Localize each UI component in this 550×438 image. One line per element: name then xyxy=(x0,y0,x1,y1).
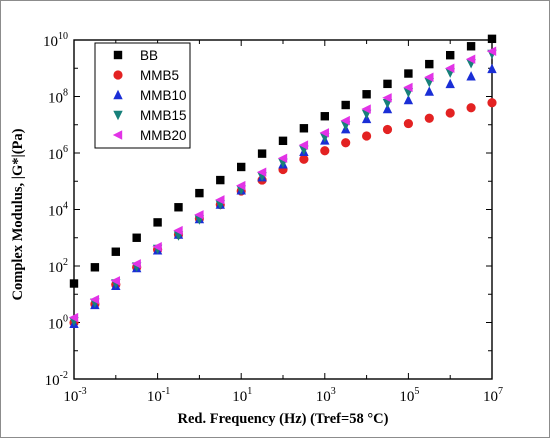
y-tick-label: 100 xyxy=(48,314,68,333)
data-point xyxy=(362,90,371,99)
data-point xyxy=(382,103,393,114)
legend-marker xyxy=(113,50,123,60)
data-point xyxy=(278,136,288,146)
legend-item: MMB10 xyxy=(113,88,187,103)
y-tick-label: 104 xyxy=(48,201,68,220)
data-point xyxy=(424,86,434,96)
data-point xyxy=(320,146,330,156)
x-tick-label: 10-3 xyxy=(63,386,86,405)
legend-item: MMB15 xyxy=(113,108,187,123)
data-point xyxy=(403,82,413,93)
data-point xyxy=(382,93,392,103)
x-tick-label: 107 xyxy=(483,386,503,405)
y-tick-label: 10-2 xyxy=(45,370,68,389)
data-point xyxy=(299,124,309,133)
legend-item: MMB5 xyxy=(113,68,179,83)
series-mmb20 xyxy=(68,46,497,323)
data-point xyxy=(466,42,476,51)
legend-marker xyxy=(112,130,123,140)
legend-box xyxy=(94,42,191,149)
data-point xyxy=(340,115,350,126)
data-point xyxy=(403,118,413,129)
data-markers xyxy=(68,34,497,328)
data-point xyxy=(215,195,225,205)
legend-label: MMB5 xyxy=(140,68,179,83)
data-point xyxy=(90,263,100,272)
data-point xyxy=(446,50,455,60)
data-point xyxy=(487,34,497,44)
y-tick-label: 108 xyxy=(48,88,68,107)
data-point xyxy=(466,103,476,113)
legend-entries: BB MMB5 MMB10 MMB15 MMB20 xyxy=(112,48,187,143)
data-point xyxy=(69,279,79,288)
x-tick-label: 101 xyxy=(232,386,252,405)
data-point xyxy=(194,210,204,220)
data-point xyxy=(257,149,267,158)
data-point xyxy=(383,79,392,89)
legend-item: MMB20 xyxy=(112,128,187,143)
series-bb xyxy=(69,34,497,288)
y-tick-label: 102 xyxy=(48,257,68,276)
data-point xyxy=(445,78,455,89)
data-point xyxy=(153,218,162,227)
data-point xyxy=(361,104,371,114)
data-point xyxy=(68,312,79,323)
legend-marker xyxy=(113,110,123,121)
x-tick-label: 10-1 xyxy=(147,386,170,405)
data-point xyxy=(319,128,329,138)
data-point xyxy=(174,203,183,212)
data-point xyxy=(237,162,246,172)
data-point xyxy=(445,108,455,118)
data-point xyxy=(486,46,497,56)
legend-marker xyxy=(113,89,123,100)
data-point xyxy=(487,63,497,74)
data-point xyxy=(382,124,393,135)
data-point xyxy=(465,54,476,64)
data-point xyxy=(131,259,141,269)
data-point xyxy=(110,276,120,286)
data-point xyxy=(425,59,434,69)
data-point xyxy=(277,153,288,163)
data-point xyxy=(89,294,100,305)
data-point xyxy=(404,69,413,78)
data-point xyxy=(256,167,267,177)
data-point xyxy=(487,98,497,108)
data-point xyxy=(424,72,434,82)
y-tick-label: 1010 xyxy=(43,31,68,50)
data-point xyxy=(298,140,309,150)
legend-label: MMB15 xyxy=(140,108,187,123)
x-tick-label: 105 xyxy=(399,386,419,405)
data-point xyxy=(320,112,329,121)
legend-label: MMB10 xyxy=(140,88,187,103)
legend-item: BB xyxy=(113,48,158,63)
data-point xyxy=(152,242,162,252)
data-point xyxy=(424,113,434,123)
data-point xyxy=(362,131,372,141)
legend-label: BB xyxy=(140,48,158,63)
data-point xyxy=(216,175,225,185)
data-point xyxy=(132,233,141,242)
legend: BB MMB5 MMB10 MMB15 MMB20 xyxy=(94,42,191,149)
y-axis-title: Complex Modulus, |G*|(Pa) xyxy=(10,128,26,300)
data-point xyxy=(341,138,351,148)
data-point xyxy=(299,154,309,164)
data-point xyxy=(445,63,455,73)
data-point xyxy=(173,225,183,236)
data-point xyxy=(466,71,476,81)
y-tick-label: 106 xyxy=(48,144,68,163)
legend-label: MMB20 xyxy=(140,128,187,143)
x-axis-title: Red. Frequency (Hz) (Tref=58 °C) xyxy=(178,411,389,427)
data-point xyxy=(236,180,246,191)
legend-marker xyxy=(113,70,123,80)
data-point xyxy=(341,100,350,110)
x-tick-label: 103 xyxy=(316,386,336,405)
data-point xyxy=(195,188,204,198)
data-point xyxy=(111,247,120,256)
data-point xyxy=(403,94,414,105)
